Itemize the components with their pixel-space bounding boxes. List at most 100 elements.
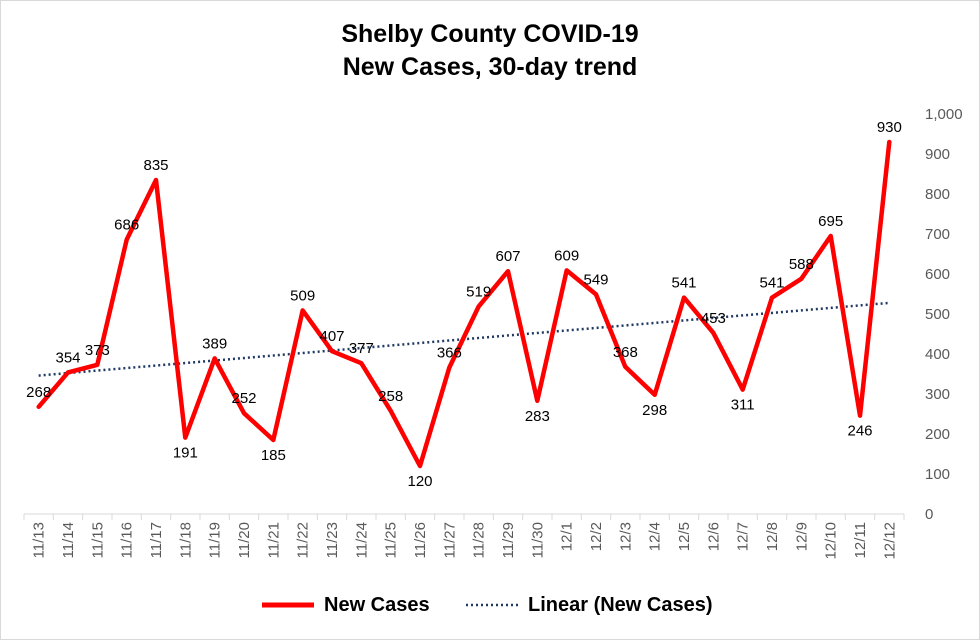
legend-label-new-cases: New Cases: [324, 593, 430, 616]
data-label: 246: [847, 423, 872, 440]
data-label: 695: [818, 213, 843, 230]
data-point: [623, 364, 628, 369]
data-point: [711, 330, 716, 335]
data-label: 541: [759, 275, 784, 292]
data-point: [300, 308, 305, 313]
data-label: 120: [407, 473, 432, 490]
data-point: [799, 276, 804, 281]
legend-item-new-cases[interactable]: New Cases: [262, 590, 430, 620]
y-tick-label: 1,000: [925, 106, 963, 123]
data-label: 541: [671, 275, 696, 292]
data-point: [388, 408, 393, 413]
y-tick-label: 0: [925, 506, 933, 523]
y-tick-label: 600: [925, 266, 950, 283]
x-tick-label: 11/29: [500, 522, 517, 558]
data-point: [506, 269, 511, 274]
axes: [23, 513, 905, 520]
data-point: [564, 268, 569, 273]
data-label: 268: [26, 384, 51, 401]
data-label: 453: [701, 310, 726, 327]
x-tick-label: 11/26: [412, 522, 429, 558]
data-label: 252: [231, 390, 256, 407]
x-tick-label: 11/24: [353, 522, 370, 558]
data-label: 298: [642, 402, 667, 419]
data-label: 283: [525, 408, 550, 425]
x-tick-label: 12/3: [617, 522, 634, 551]
data-point: [271, 438, 276, 443]
x-tick-label: 11/22: [295, 522, 312, 558]
x-tick-label: 11/17: [148, 522, 165, 558]
y-tick-label: 300: [925, 386, 950, 403]
x-tick-label: 12/6: [705, 522, 722, 551]
data-label: 311: [731, 397, 755, 414]
x-tick-label: 11/27: [441, 522, 458, 558]
y-tick-label: 100: [925, 466, 950, 483]
data-label: 191: [173, 445, 198, 462]
data-point: [594, 292, 599, 297]
x-tick-label: 11/28: [471, 522, 488, 558]
data-point: [828, 234, 833, 239]
x-tick-label: 12/12: [881, 522, 898, 560]
data-label: 368: [613, 344, 638, 361]
data-point: [887, 140, 892, 145]
data-label: 509: [290, 287, 315, 304]
legend-item-linear[interactable]: Linear (New Cases): [466, 590, 713, 620]
series-line-new-cases: [36, 139, 892, 469]
x-tick-label: 11/14: [60, 522, 77, 558]
data-point: [476, 304, 481, 309]
y-tick-label: 700: [925, 226, 950, 243]
x-tick-label: 12/11: [852, 522, 869, 558]
x-tick-label: 11/20: [236, 522, 253, 558]
data-label: 366: [437, 345, 462, 362]
x-tick-label: 11/25: [383, 522, 400, 558]
data-label: 407: [319, 328, 344, 345]
x-tick-label: 12/2: [588, 522, 605, 551]
y-tick-labels: 0 100 200 300 400 500 600 700 800 900 1,000: [925, 106, 963, 523]
x-tick-label: 11/23: [324, 522, 341, 558]
data-labels: 268 354 373 686 835 191 389 252 185 509 407 377 258 1…: [26, 119, 902, 490]
x-tick-labels: 11/13 11/14 11/15 11/16 11/17 11/18 11/19 11/20…: [31, 522, 899, 560]
data-point: [447, 365, 452, 370]
data-label: 835: [143, 157, 168, 174]
x-tick-label: 12/1: [559, 522, 576, 551]
data-point: [66, 370, 71, 375]
data-point: [330, 349, 335, 354]
data-label: 258: [378, 388, 403, 405]
data-point: [535, 398, 540, 403]
data-label: 609: [554, 247, 579, 264]
data-point: [183, 435, 188, 440]
data-label: 354: [55, 349, 80, 366]
data-label: 185: [261, 447, 286, 464]
x-tick-label: 12/10: [823, 522, 840, 560]
data-label: 519: [466, 283, 491, 300]
data-label: 389: [202, 335, 227, 352]
data-label: 607: [495, 248, 520, 265]
series-layer: [36, 139, 892, 469]
chart-title-line-1: Shelby County COVID-19: [341, 20, 639, 48]
data-label: 686: [114, 217, 139, 234]
x-tick-label: 11/19: [207, 522, 224, 558]
data-label: 930: [877, 119, 902, 136]
data-point: [212, 356, 217, 361]
x-tick-label: 11/18: [177, 522, 194, 558]
data-label: 377: [349, 340, 374, 357]
legend: New Cases Linear (New Cases): [0, 590, 980, 620]
legend-swatch-solid-red: [262, 602, 314, 608]
legend-swatch-dotted-navy: [466, 603, 518, 607]
y-tick-label: 800: [925, 186, 950, 203]
data-point: [858, 413, 863, 418]
data-point: [242, 411, 247, 416]
data-point: [124, 237, 129, 242]
data-point: [95, 362, 100, 367]
y-tick-label: 200: [925, 426, 950, 443]
chart-title-line-2: New Cases, 30-day trend: [342, 53, 638, 81]
y-tick-label: 900: [925, 146, 950, 163]
data-point: [682, 295, 687, 300]
x-tick-label: 11/15: [89, 522, 106, 558]
x-tick-label: 11/30: [529, 522, 546, 558]
y-tick-label: 400: [925, 346, 950, 363]
data-label: 373: [85, 342, 110, 359]
data-point: [36, 404, 41, 409]
